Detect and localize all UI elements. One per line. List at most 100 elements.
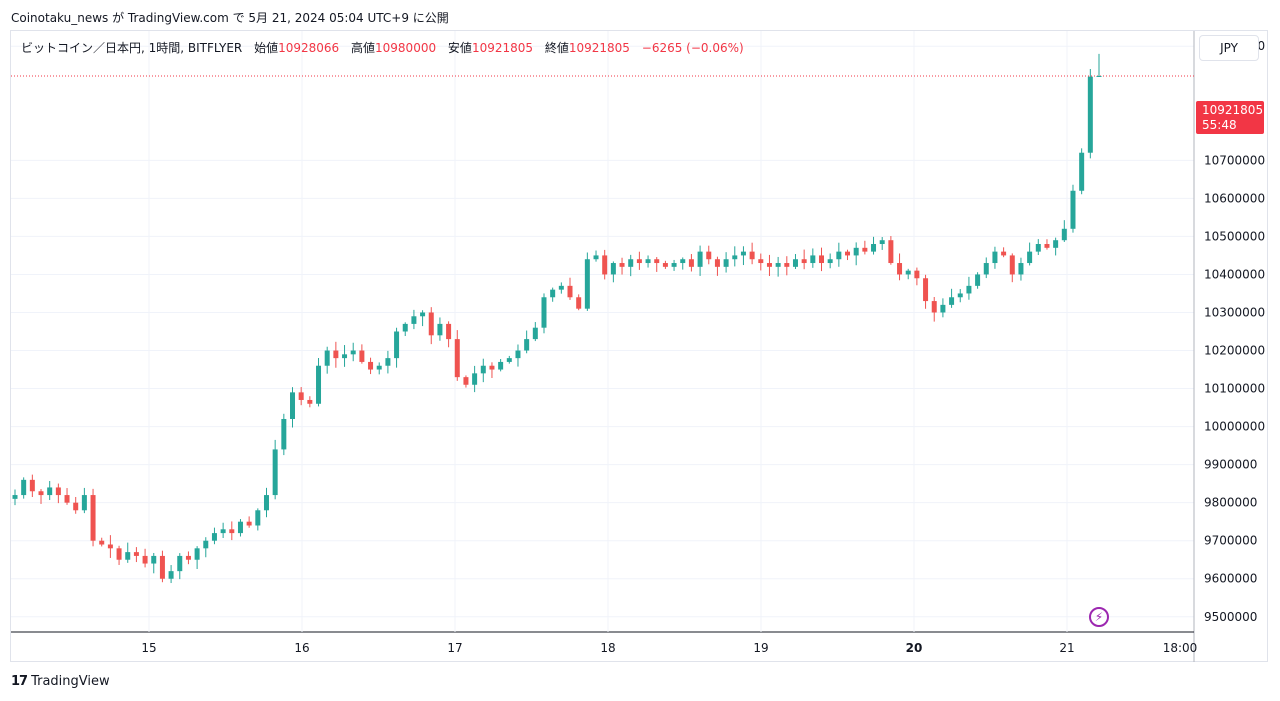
candle-body bbox=[428, 312, 434, 336]
time-tick-label: 20 bbox=[906, 641, 923, 655]
candle-body bbox=[168, 571, 174, 579]
price-tick-label: 10200000 bbox=[1204, 344, 1265, 358]
candle-body bbox=[1087, 76, 1093, 153]
candle-body bbox=[1053, 240, 1059, 248]
candle-body bbox=[125, 552, 131, 560]
candle-body bbox=[1044, 244, 1050, 248]
candle-body bbox=[316, 365, 322, 404]
chart-grid bbox=[11, 31, 1195, 662]
candle-body bbox=[116, 548, 122, 560]
candle-body bbox=[706, 251, 712, 260]
candle-body bbox=[897, 263, 903, 275]
candle-body bbox=[593, 255, 599, 260]
last-price-label: 10921805 55:48 bbox=[1196, 101, 1264, 134]
price-tick-label: 10000000 bbox=[1204, 420, 1265, 434]
candle-body bbox=[1096, 75, 1102, 77]
last-price-value: 10921805 bbox=[1202, 103, 1264, 117]
candle-body bbox=[402, 323, 408, 332]
candle-body bbox=[879, 240, 885, 245]
candle-body bbox=[90, 495, 96, 541]
time-tick-label: 16 bbox=[294, 641, 309, 655]
candle-body bbox=[133, 552, 139, 556]
candle-body bbox=[506, 358, 512, 362]
candle-body bbox=[1061, 228, 1067, 241]
price-tick-label: 9700000 bbox=[1204, 534, 1257, 548]
price-tick-label: 9800000 bbox=[1204, 496, 1257, 510]
candle-body bbox=[983, 263, 989, 275]
candle-body bbox=[775, 263, 781, 267]
candle-body bbox=[368, 361, 374, 370]
candle-body bbox=[185, 555, 191, 560]
candle-body bbox=[99, 540, 105, 545]
candle-body bbox=[524, 339, 530, 351]
candle-body bbox=[1001, 251, 1007, 256]
candle-body bbox=[957, 293, 963, 298]
candle-body bbox=[914, 270, 920, 279]
candle-body bbox=[411, 316, 417, 324]
lightning-icon[interactable]: ⚡ bbox=[1089, 607, 1109, 627]
candle-body bbox=[749, 251, 755, 260]
candle-body bbox=[73, 502, 79, 511]
candle-body bbox=[263, 495, 269, 511]
candle-body bbox=[619, 263, 625, 267]
candle-body bbox=[992, 251, 998, 264]
candle-body bbox=[359, 350, 365, 362]
candle-body bbox=[1018, 263, 1024, 275]
candle-body bbox=[801, 259, 807, 264]
candle-body bbox=[688, 259, 694, 267]
chart-frame bbox=[10, 30, 1268, 662]
candle-body bbox=[281, 418, 287, 450]
price-tick-label: 9500000 bbox=[1204, 610, 1257, 624]
candle-body bbox=[732, 255, 738, 260]
candle-body bbox=[498, 361, 504, 370]
candle-body bbox=[446, 323, 452, 340]
candle-body bbox=[324, 350, 330, 366]
candle-body bbox=[845, 251, 851, 256]
candle-body bbox=[662, 263, 668, 267]
candle-body bbox=[645, 259, 651, 264]
candle-body bbox=[558, 285, 564, 290]
candle-body bbox=[541, 297, 547, 328]
candle-body bbox=[636, 259, 642, 264]
candle-body bbox=[975, 274, 981, 286]
change-value: −6265 (−0.06%) bbox=[641, 41, 744, 55]
candle-body bbox=[211, 533, 217, 541]
candle-body bbox=[47, 487, 53, 496]
candle-body bbox=[81, 495, 87, 511]
candle-body bbox=[550, 289, 556, 298]
candle-body bbox=[888, 240, 894, 264]
candle-body bbox=[680, 259, 686, 264]
time-tick-label: 15 bbox=[141, 641, 156, 655]
ohlc-legend: ビットコイン／日本円, 1時間, BITFLYER 始値10928066 高値1… bbox=[21, 39, 752, 56]
candle-body bbox=[949, 297, 955, 305]
symbol-label: ビットコイン／日本円, 1時間, BITFLYER bbox=[21, 41, 243, 55]
candle-body bbox=[480, 365, 486, 374]
candle-body bbox=[159, 555, 165, 579]
candle-body bbox=[454, 339, 460, 378]
candle-body bbox=[437, 323, 443, 336]
brand-name: TradingView bbox=[31, 674, 110, 689]
candle-body bbox=[64, 495, 70, 503]
publisher-line: Coinotaku_news が TradingView.com で 5月 21… bbox=[11, 11, 449, 25]
candle-body bbox=[905, 270, 911, 275]
candle-body bbox=[220, 529, 226, 534]
price-tick-label: 10100000 bbox=[1204, 382, 1265, 396]
currency-button[interactable]: JPY bbox=[1199, 35, 1259, 61]
candle-body bbox=[1009, 255, 1015, 275]
candle-body bbox=[862, 247, 868, 252]
candle-body bbox=[142, 555, 148, 564]
low-label: 安値 bbox=[447, 41, 472, 55]
candle-body bbox=[394, 331, 400, 359]
candle-body bbox=[376, 365, 382, 370]
candle-body bbox=[602, 255, 608, 275]
price-tick-label: 10500000 bbox=[1204, 229, 1265, 243]
candle-body bbox=[931, 301, 937, 313]
footer-brand: 17 TradingView bbox=[11, 674, 110, 689]
candle-body bbox=[792, 259, 798, 267]
candle-body bbox=[758, 259, 764, 264]
candles bbox=[12, 53, 1102, 584]
candle-body bbox=[246, 521, 252, 526]
candle-body bbox=[107, 544, 113, 549]
price-tick-label: 10300000 bbox=[1204, 305, 1265, 319]
